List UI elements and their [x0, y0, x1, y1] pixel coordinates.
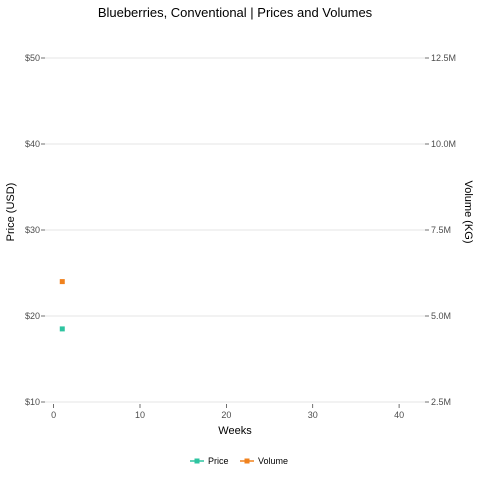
x-tick-label: 0 — [51, 410, 56, 420]
y-right-tick-label: 10.0M — [431, 139, 456, 149]
y-left-tick-label: $40 — [25, 139, 40, 149]
x-axis-title: Weeks — [218, 425, 252, 437]
legend-key-marker — [244, 458, 250, 464]
y-axis-left-title: Price (USD) — [5, 183, 17, 242]
y-left-tick-label: $30 — [25, 225, 40, 235]
y-right-tick-label: 2.5M — [431, 397, 451, 407]
y-left-tick-label: $50 — [25, 53, 40, 63]
legend-key-marker — [194, 458, 200, 464]
y-axis-right: 2.5M 5.0M 7.5M 10.0M 12.5M — [425, 53, 456, 407]
data-point-volume — [59, 279, 65, 285]
legend-label: Price — [208, 456, 229, 466]
x-tick-label: 40 — [394, 410, 404, 420]
x-tick-label: 20 — [221, 410, 231, 420]
y-left-tick-label: $20 — [25, 311, 40, 321]
x-tick-label: 10 — [135, 410, 145, 420]
y-right-tick-label: 12.5M — [431, 53, 456, 63]
y-right-tick-label: 7.5M — [431, 225, 451, 235]
y-left-tick-label: $10 — [25, 397, 40, 407]
y-right-tick-label: 5.0M — [431, 311, 451, 321]
gridlines — [45, 57, 425, 403]
data-points — [59, 279, 65, 332]
x-axis: 0 10 20 30 40 — [51, 404, 404, 420]
y-axis-right-title: Volume (KG) — [462, 181, 474, 244]
legend: Price Volume — [190, 456, 288, 466]
y-axis-left: $10 $20 $30 $40 $50 — [25, 53, 45, 407]
x-tick-label: 30 — [308, 410, 318, 420]
data-point-price — [59, 326, 65, 332]
chart-title: Blueberries, Conventional | Prices and V… — [98, 5, 373, 20]
legend-label: Volume — [258, 456, 288, 466]
